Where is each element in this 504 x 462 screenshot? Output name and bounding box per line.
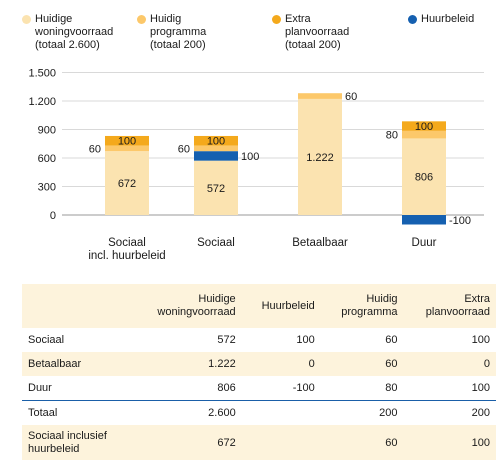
data-label: 100 [415, 121, 433, 133]
bar-segment-woningvoorraad [298, 98, 342, 215]
table-incl-row: Sociaal inclusief huurbeleid 672 60 100 [22, 425, 496, 460]
data-label: 806 [415, 172, 433, 184]
data-label: -100 [449, 215, 471, 227]
bar-segment-huurbeleid [194, 151, 238, 161]
data-label: 80 [386, 130, 398, 142]
bar-segment-woningvoorraad [105, 151, 149, 215]
table-cell: 100 [471, 334, 490, 346]
bar-segment-woningvoorraad [194, 160, 238, 215]
table-cell: 2.600 [208, 406, 236, 419]
table-cell: 572 [217, 334, 236, 346]
table-total-row: Totaal 2.600 200 200 [22, 400, 496, 425]
bar-segment-programma [298, 93, 342, 99]
table-cell: 100 [296, 334, 315, 346]
table-header-cell: Huurbeleid [261, 299, 315, 312]
y-tick-label: 600 [38, 153, 56, 165]
bar-segment-woningvoorraad [402, 138, 446, 215]
table-cell: Sociaal [28, 334, 65, 346]
x-tick-label: Sociaal [108, 237, 146, 249]
bar-segment-planvoorraad [105, 135, 149, 146]
table-cell: 100 [471, 381, 490, 394]
table-row: Duur 806 -100 80 100 [22, 376, 496, 400]
y-tick-label: 300 [38, 182, 56, 194]
table-cell: Totaal [28, 406, 58, 419]
table-row: Betaalbaar 1.222 0 60 0 [22, 352, 496, 376]
table-cell: 100 [471, 436, 490, 449]
table-cell: 60 [385, 334, 398, 346]
data-label: 100 [241, 151, 259, 163]
y-tick-label: 900 [38, 125, 56, 137]
y-tick-label: 1.200 [28, 96, 56, 108]
legend-label: Huidige woningvoorraad (totaal 2.600) [35, 13, 114, 51]
data-label: 100 [207, 136, 225, 148]
table-cell [242, 400, 321, 425]
table-cell [242, 425, 321, 460]
stacked-bar-chart: 1.5001.200900600300067210060Sociaalincl.… [28, 68, 484, 262]
data-label: 60 [178, 143, 190, 155]
data-label: 100 [118, 136, 136, 148]
bar-segment-planvoorraad [194, 135, 238, 146]
table-cell: 60 [385, 436, 398, 449]
chart-legend: Huidige woningvoorraad (totaal 2.600) Hui… [0, 0, 504, 60]
table-cell: 672 [217, 436, 236, 449]
table-cell: Duur [28, 381, 52, 394]
legend-swatch-icon [22, 15, 31, 24]
legend-swatch-icon [137, 15, 146, 24]
table-cell: 200 [379, 406, 398, 419]
data-label: 60 [345, 91, 357, 103]
table-row: Sociaal 572 100 60 100 [22, 328, 496, 352]
table-header-cell: Huidig programma [341, 293, 398, 318]
x-tick-label: Sociaal [197, 237, 235, 249]
bar-segment-programma [105, 145, 149, 152]
legend-swatch-icon [272, 15, 281, 24]
table-cell: -100 [292, 381, 315, 394]
table-cell: 80 [385, 381, 398, 394]
y-tick-label: 0 [50, 210, 56, 222]
bar-segment-programma [194, 145, 238, 152]
x-tick-label: Betaalbaar [292, 237, 348, 249]
x-tick-label: incl. huurbeleid [88, 250, 165, 262]
table-cell: 200 [471, 406, 490, 419]
table-header-cell [22, 284, 132, 328]
bar-segment-huurbeleid [402, 215, 446, 225]
table-cell: 806 [217, 381, 236, 394]
legend-label: Huidig programma (totaal 200) [150, 13, 207, 51]
data-label: 672 [118, 178, 136, 190]
table-header-row: Huidige woningvoorraad Huurbeleid Huidig p… [22, 284, 496, 328]
table-cell: Sociaal inclusief huurbeleid [28, 429, 107, 455]
legend-swatch-icon [408, 15, 417, 24]
legend-label: Huurbeleid [421, 13, 475, 25]
data-label: 1.222 [306, 152, 334, 164]
table-cell: Betaalbaar [28, 358, 82, 370]
table-cell: 0 [308, 358, 315, 370]
table-header-cell: Huidige woningvoorraad [157, 293, 236, 318]
data-label: 572 [207, 183, 225, 195]
data-table: Huidige woningvoorraad Huurbeleid Huidig p… [22, 284, 496, 460]
table-cell: 60 [385, 358, 398, 370]
data-label: 60 [89, 143, 101, 155]
table-cell: 1.222 [208, 358, 236, 370]
bar-segment-planvoorraad [402, 121, 446, 131]
legend-label: Extra planvoorraad (totaal 200) [285, 13, 350, 51]
bar-segment-programma [402, 130, 446, 139]
y-tick-label: 1.500 [28, 68, 56, 80]
data-table-container: Huidige woningvoorraad Huurbeleid Huidig p… [22, 284, 496, 460]
x-tick-label: Duur [412, 237, 437, 249]
table-cell: 0 [483, 358, 490, 370]
table-header-cell: Extra planvoorraad [425, 293, 490, 318]
